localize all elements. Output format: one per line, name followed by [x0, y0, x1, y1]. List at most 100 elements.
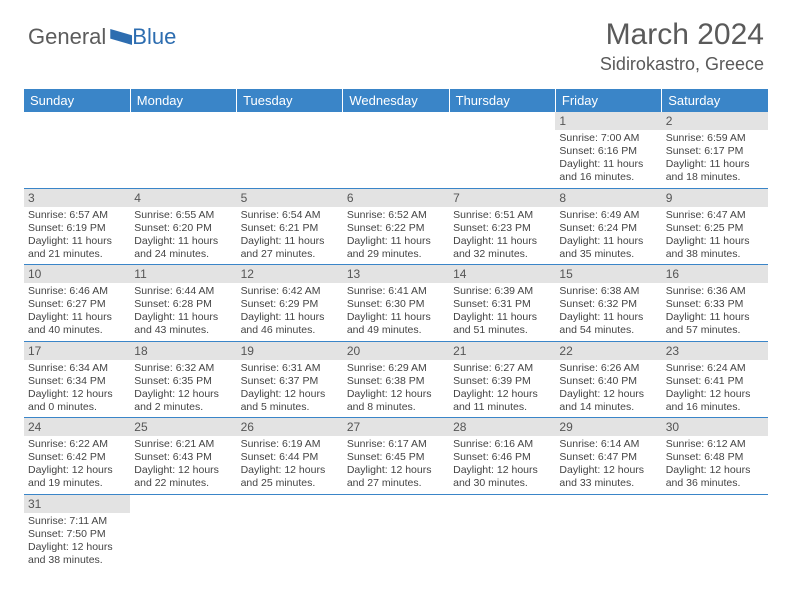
- calendar-cell: 28Sunrise: 6:16 AMSunset: 6:46 PMDayligh…: [449, 418, 555, 495]
- calendar-cell: 12Sunrise: 6:42 AMSunset: 6:29 PMDayligh…: [237, 265, 343, 342]
- day-number: 28: [449, 418, 555, 436]
- day-number: 11: [130, 265, 236, 283]
- day-info: Sunrise: 6:24 AMSunset: 6:41 PMDaylight:…: [662, 360, 768, 418]
- location-label: Sidirokastro, Greece: [600, 54, 764, 75]
- day-info: Sunrise: 6:47 AMSunset: 6:25 PMDaylight:…: [662, 207, 768, 265]
- calendar-cell: [130, 494, 236, 570]
- day-number: 8: [555, 189, 661, 207]
- calendar-cell: 23Sunrise: 6:24 AMSunset: 6:41 PMDayligh…: [662, 341, 768, 418]
- calendar-cell: 3Sunrise: 6:57 AMSunset: 6:19 PMDaylight…: [24, 188, 130, 265]
- weekday-header: Monday: [130, 89, 236, 112]
- title-block: March 2024 Sidirokastro, Greece: [600, 18, 764, 75]
- day-info: Sunrise: 6:52 AMSunset: 6:22 PMDaylight:…: [343, 207, 449, 265]
- day-info: Sunrise: 6:51 AMSunset: 6:23 PMDaylight:…: [449, 207, 555, 265]
- day-number: 31: [24, 495, 130, 513]
- day-number: 16: [662, 265, 768, 283]
- day-info: Sunrise: 6:36 AMSunset: 6:33 PMDaylight:…: [662, 283, 768, 341]
- day-number: 6: [343, 189, 449, 207]
- calendar-cell: 31Sunrise: 7:11 AMSunset: 7:50 PMDayligh…: [24, 494, 130, 570]
- day-number: 4: [130, 189, 236, 207]
- calendar-cell: 18Sunrise: 6:32 AMSunset: 6:35 PMDayligh…: [130, 341, 236, 418]
- day-number: 29: [555, 418, 661, 436]
- calendar-cell: 27Sunrise: 6:17 AMSunset: 6:45 PMDayligh…: [343, 418, 449, 495]
- calendar-cell: 24Sunrise: 6:22 AMSunset: 6:42 PMDayligh…: [24, 418, 130, 495]
- day-info: Sunrise: 6:16 AMSunset: 6:46 PMDaylight:…: [449, 436, 555, 494]
- weekday-header: Sunday: [24, 89, 130, 112]
- day-number: 1: [555, 112, 661, 130]
- weekday-header: Wednesday: [343, 89, 449, 112]
- flag-icon: [110, 29, 132, 45]
- calendar-cell: 1Sunrise: 7:00 AMSunset: 6:16 PMDaylight…: [555, 112, 661, 188]
- calendar-cell: 26Sunrise: 6:19 AMSunset: 6:44 PMDayligh…: [237, 418, 343, 495]
- day-info: Sunrise: 6:19 AMSunset: 6:44 PMDaylight:…: [237, 436, 343, 494]
- calendar-cell: 17Sunrise: 6:34 AMSunset: 6:34 PMDayligh…: [24, 341, 130, 418]
- day-number: 14: [449, 265, 555, 283]
- day-info: Sunrise: 6:29 AMSunset: 6:38 PMDaylight:…: [343, 360, 449, 418]
- logo: General Blue: [28, 24, 176, 50]
- calendar-cell: 16Sunrise: 6:36 AMSunset: 6:33 PMDayligh…: [662, 265, 768, 342]
- day-info: Sunrise: 6:14 AMSunset: 6:47 PMDaylight:…: [555, 436, 661, 494]
- calendar-cell: [24, 112, 130, 188]
- calendar-cell: 30Sunrise: 6:12 AMSunset: 6:48 PMDayligh…: [662, 418, 768, 495]
- day-info: Sunrise: 6:59 AMSunset: 6:17 PMDaylight:…: [662, 130, 768, 188]
- day-info: Sunrise: 6:26 AMSunset: 6:40 PMDaylight:…: [555, 360, 661, 418]
- day-number: 15: [555, 265, 661, 283]
- calendar-cell: [343, 494, 449, 570]
- calendar-cell: 10Sunrise: 6:46 AMSunset: 6:27 PMDayligh…: [24, 265, 130, 342]
- day-info: Sunrise: 6:34 AMSunset: 6:34 PMDaylight:…: [24, 360, 130, 418]
- day-info: Sunrise: 6:55 AMSunset: 6:20 PMDaylight:…: [130, 207, 236, 265]
- day-number: 23: [662, 342, 768, 360]
- calendar-cell: 9Sunrise: 6:47 AMSunset: 6:25 PMDaylight…: [662, 188, 768, 265]
- weekday-header: Saturday: [662, 89, 768, 112]
- calendar-cell: [555, 494, 661, 570]
- day-number: 9: [662, 189, 768, 207]
- calendar-cell: [449, 112, 555, 188]
- calendar-cell: [449, 494, 555, 570]
- day-number: 20: [343, 342, 449, 360]
- calendar-cell: [343, 112, 449, 188]
- day-number: 10: [24, 265, 130, 283]
- day-number: 2: [662, 112, 768, 130]
- day-number: 7: [449, 189, 555, 207]
- month-year-title: March 2024: [600, 18, 764, 52]
- day-number: 27: [343, 418, 449, 436]
- day-info: Sunrise: 6:42 AMSunset: 6:29 PMDaylight:…: [237, 283, 343, 341]
- day-number: 22: [555, 342, 661, 360]
- day-number: 5: [237, 189, 343, 207]
- day-number: 17: [24, 342, 130, 360]
- calendar-cell: 20Sunrise: 6:29 AMSunset: 6:38 PMDayligh…: [343, 341, 449, 418]
- calendar-cell: 15Sunrise: 6:38 AMSunset: 6:32 PMDayligh…: [555, 265, 661, 342]
- day-info: Sunrise: 6:32 AMSunset: 6:35 PMDaylight:…: [130, 360, 236, 418]
- day-number: 12: [237, 265, 343, 283]
- day-number: 26: [237, 418, 343, 436]
- calendar-table: SundayMondayTuesdayWednesdayThursdayFrid…: [24, 89, 768, 570]
- day-info: Sunrise: 6:54 AMSunset: 6:21 PMDaylight:…: [237, 207, 343, 265]
- calendar-cell: 14Sunrise: 6:39 AMSunset: 6:31 PMDayligh…: [449, 265, 555, 342]
- calendar-cell: 13Sunrise: 6:41 AMSunset: 6:30 PMDayligh…: [343, 265, 449, 342]
- day-info: Sunrise: 6:12 AMSunset: 6:48 PMDaylight:…: [662, 436, 768, 494]
- calendar-cell: 22Sunrise: 6:26 AMSunset: 6:40 PMDayligh…: [555, 341, 661, 418]
- day-info: Sunrise: 6:39 AMSunset: 6:31 PMDaylight:…: [449, 283, 555, 341]
- day-number: 3: [24, 189, 130, 207]
- calendar-header-row: SundayMondayTuesdayWednesdayThursdayFrid…: [24, 89, 768, 112]
- day-number: 30: [662, 418, 768, 436]
- day-number: 25: [130, 418, 236, 436]
- calendar-cell: 7Sunrise: 6:51 AMSunset: 6:23 PMDaylight…: [449, 188, 555, 265]
- day-number: 18: [130, 342, 236, 360]
- calendar-cell: 8Sunrise: 6:49 AMSunset: 6:24 PMDaylight…: [555, 188, 661, 265]
- day-number: 24: [24, 418, 130, 436]
- day-number: 19: [237, 342, 343, 360]
- logo-text-general: General: [28, 24, 106, 50]
- calendar-cell: 5Sunrise: 6:54 AMSunset: 6:21 PMDaylight…: [237, 188, 343, 265]
- day-info: Sunrise: 6:49 AMSunset: 6:24 PMDaylight:…: [555, 207, 661, 265]
- calendar-cell: 2Sunrise: 6:59 AMSunset: 6:17 PMDaylight…: [662, 112, 768, 188]
- calendar-cell: [237, 494, 343, 570]
- day-info: Sunrise: 6:27 AMSunset: 6:39 PMDaylight:…: [449, 360, 555, 418]
- calendar-cell: 21Sunrise: 6:27 AMSunset: 6:39 PMDayligh…: [449, 341, 555, 418]
- day-info: Sunrise: 7:00 AMSunset: 6:16 PMDaylight:…: [555, 130, 661, 188]
- day-number: 13: [343, 265, 449, 283]
- day-number: 21: [449, 342, 555, 360]
- calendar-cell: 19Sunrise: 6:31 AMSunset: 6:37 PMDayligh…: [237, 341, 343, 418]
- day-info: Sunrise: 6:38 AMSunset: 6:32 PMDaylight:…: [555, 283, 661, 341]
- day-info: Sunrise: 6:46 AMSunset: 6:27 PMDaylight:…: [24, 283, 130, 341]
